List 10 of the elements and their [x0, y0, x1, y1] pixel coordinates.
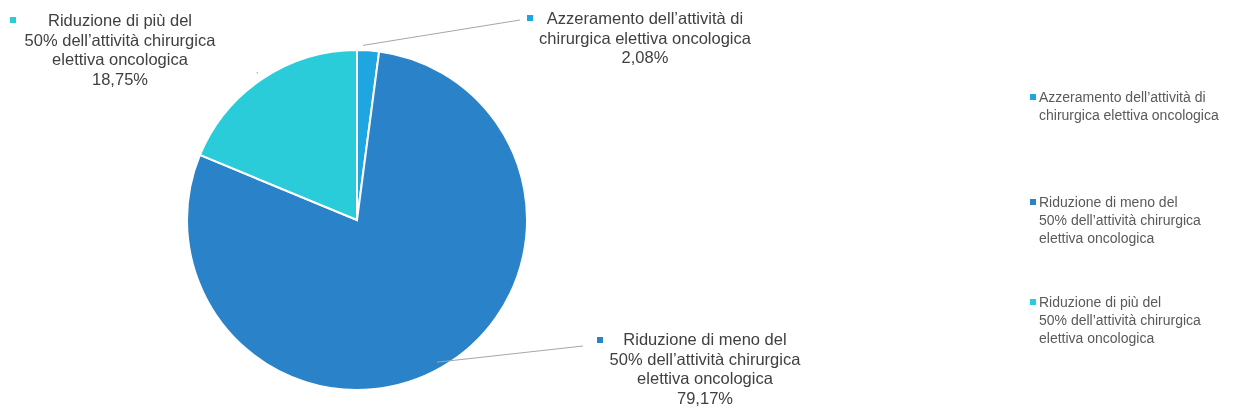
legend-label: Azzeramento dell’attività di chirurgica elettiva oncologica: [539, 9, 752, 47]
category-label: Azzeramento dell’attività di chirurgica elettiva oncologica: [1039, 89, 1219, 123]
data-label: 18,75%: [92, 69, 149, 88]
data-label: 79,17%: [677, 388, 734, 407]
legend-label: Riduzione di meno del 50% dell’attività chirurgica elettiva oncologica: [609, 330, 802, 387]
legend-label: Riduzione di più del 50% dell’attività chirurgica elettiva oncologica: [24, 11, 217, 68]
category-label: Riduzione di meno del 50% dell’attività chirurgica elettiva oncologica: [1039, 194, 1201, 246]
category-label: Riduzione di più del 50% dell’attività chirurgica elettiva oncologica: [1039, 294, 1201, 346]
pie-slice: [186, 50, 528, 391]
data-label: 2,08%: [621, 48, 669, 66]
